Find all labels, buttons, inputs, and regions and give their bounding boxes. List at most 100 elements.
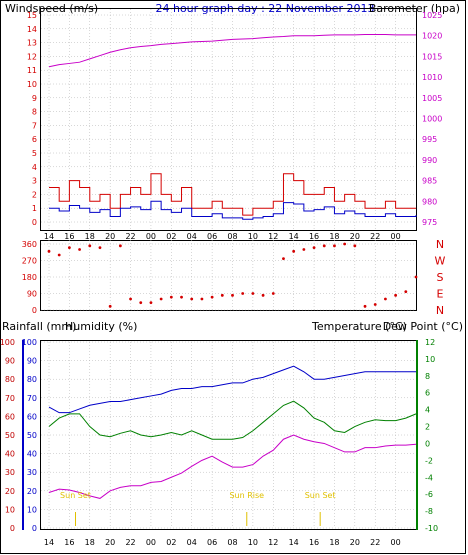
direction-point [169, 295, 173, 299]
temperature-tick-label: 6 [425, 389, 430, 398]
direction-point [200, 297, 204, 301]
direction-point [241, 292, 245, 295]
time-tick-label: 18 [85, 232, 95, 241]
barometer-tick-labels: 975 980 985 990 995 1000 1005 1010 1015 1020 1025 [422, 11, 442, 227]
time-tick-label: 16 [64, 538, 74, 547]
time-tick-label: 14 [289, 538, 299, 547]
direction-point [180, 295, 183, 299]
time-tick-label: 20 [105, 538, 115, 547]
direction-degree-labels: 0 90 180 270 360 [22, 240, 37, 315]
temperature-tick-label: 2 [425, 423, 430, 432]
direction-compass-label: E [437, 288, 444, 301]
time-tick-label: 22 [370, 232, 380, 241]
direction-point [261, 293, 265, 297]
time-tick-label: 20 [350, 538, 360, 547]
humidity-tick-label: 80 [27, 375, 37, 384]
time-tick-label: 08 [227, 232, 237, 241]
temperature-tick-label: -2 [425, 456, 433, 465]
temperature-tick-label: -10 [425, 524, 438, 533]
direction-compass-label: N [436, 304, 444, 317]
humidity-tick-label: 50 [27, 431, 37, 440]
time-tick-label: 02 [166, 232, 176, 241]
rainfall-tick-label: 10 [5, 505, 15, 514]
barometer-tick-label: 980 [422, 197, 437, 206]
direction-point [108, 304, 112, 308]
barometer-tick-label: 995 [422, 135, 437, 144]
temperature-line [48, 400, 417, 440]
time-tick-label: 00 [146, 538, 156, 547]
direction-compass-label: W [435, 255, 446, 268]
direction-point [414, 275, 418, 279]
direction-point [363, 304, 367, 308]
windspeed-tick-label: 7 [32, 121, 37, 130]
barometer-tick-label: 1015 [422, 52, 442, 61]
time-tick-label: 02 [166, 538, 176, 547]
time-tick-label: 18 [329, 232, 339, 241]
time-tick-label: 18 [85, 538, 95, 547]
direction-point [139, 301, 143, 305]
direction-point [190, 297, 194, 301]
time-tick-label: 18 [329, 538, 339, 547]
direction-degree-label: 360 [22, 240, 37, 249]
time-tick-label: 22 [370, 538, 380, 547]
direction-panel-frame [40, 240, 417, 311]
windspeed-tick-label: 14 [27, 25, 37, 34]
direction-point [292, 249, 296, 253]
time-tick-label: 00 [391, 538, 401, 547]
time-tick-label: 16 [309, 232, 319, 241]
barometer-line [48, 33, 416, 68]
windspeed-tick-label: 2 [32, 190, 37, 199]
time-tick-label: 20 [105, 232, 115, 241]
direction-point [384, 297, 387, 301]
rainfall-tick-label: 90 [5, 357, 15, 366]
direction-point [302, 248, 306, 251]
direction-point [47, 249, 51, 253]
rainfall-tick-label: 30 [5, 468, 15, 477]
humidity-tick-label: 70 [27, 394, 37, 403]
temperature-tick-label: 10 [425, 355, 435, 364]
humidity-line [48, 365, 416, 414]
humidity-tick-label: 10 [27, 505, 37, 514]
barometer-tick-label: 1025 [422, 11, 442, 20]
windspeed-tick-label: 0 [32, 218, 37, 227]
temp-panel-series [48, 365, 417, 499]
windspeed-tick-label: 4 [32, 163, 37, 172]
barometer-tick-label: 1020 [422, 32, 442, 41]
windspeed-tick-label: 11 [27, 66, 37, 75]
humidity-tick-label: 60 [27, 412, 37, 421]
windspeed-tick-label: 12 [27, 52, 37, 61]
humidity-tick-labels: 0 10 20 30 40 50 60 70 80 90 100 [22, 338, 37, 533]
temperature-tick-label: -8 [425, 507, 433, 516]
temperature-tick-label: -4 [425, 473, 433, 482]
direction-degree-label: 180 [22, 273, 37, 282]
temperature-tick-label: 0 [425, 439, 430, 448]
temperature-tick-labels: -10 -8 -6 -4 -2 0 2 4 6 8 10 12 [425, 338, 438, 533]
direction-point [67, 246, 71, 250]
direction-point [404, 290, 408, 294]
dewpoint-line [48, 434, 417, 499]
humidity-tick-label: 90 [27, 357, 37, 366]
time-tick-label: 12 [268, 232, 278, 241]
time-tick-label: 08 [227, 538, 237, 547]
windspeed-tick-label: 15 [27, 11, 37, 20]
direction-point [118, 244, 122, 248]
direction-point [231, 293, 234, 297]
direction-compass-label: S [437, 271, 444, 284]
wind-panel-series [48, 33, 417, 220]
direction-point [271, 292, 275, 295]
direction-points [47, 242, 418, 308]
rainfall-tick-label: 50 [5, 431, 15, 440]
direction-point [282, 257, 285, 261]
temperature-tick-label: 8 [425, 372, 430, 381]
windspeed-tick-label: 8 [32, 108, 37, 117]
rainfall-tick-label: 100 [0, 338, 15, 347]
temp-panel-grid [41, 341, 416, 529]
time-tick-label: 10 [248, 538, 258, 547]
rainfall-tick-label: 70 [5, 394, 15, 403]
windspeed-tick-label: 5 [32, 149, 37, 158]
time-tick-label: 16 [64, 232, 74, 241]
humidity-tick-label: 0 [32, 524, 37, 533]
humidity-tick-label: 30 [27, 468, 37, 477]
